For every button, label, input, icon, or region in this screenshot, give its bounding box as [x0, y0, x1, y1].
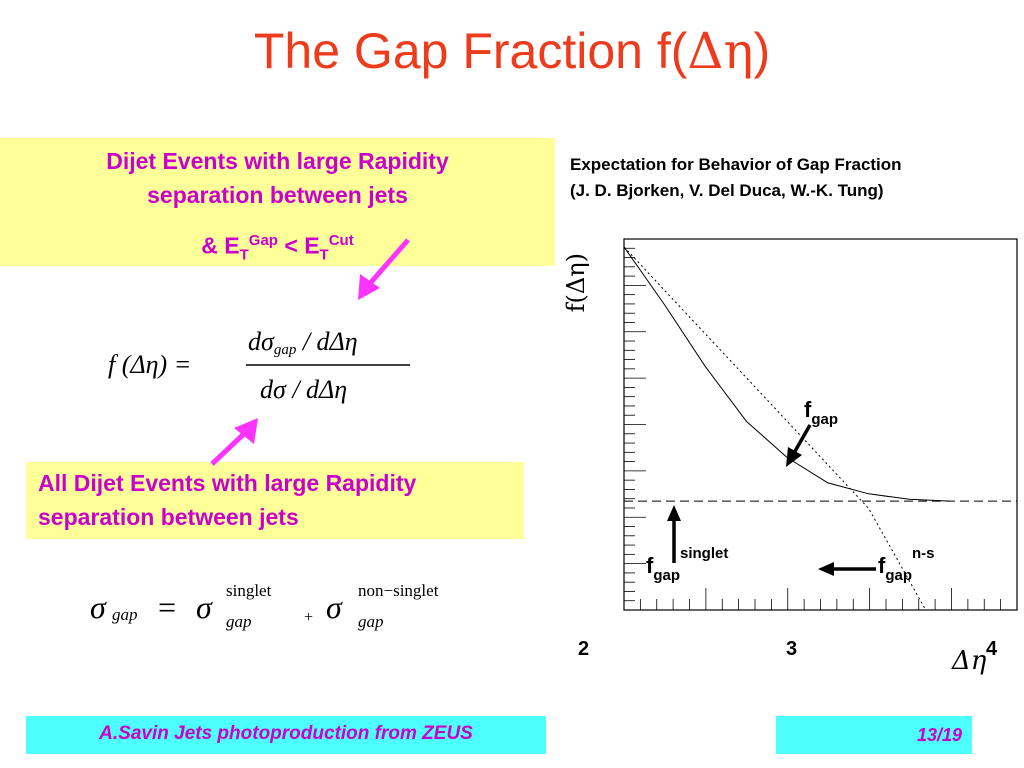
all-events-box: All Dijet Events with large Rapidity sep…	[26, 462, 524, 539]
annotation-fgap-ns: fgapn-s	[878, 545, 935, 584]
title-text: The Gap Fraction f(	[253, 23, 688, 79]
caption-line1: Expectation for Behavior of Gap Fraction	[570, 155, 902, 174]
eq2-plus: +	[304, 609, 313, 626]
eq2-sigma1-sub: gap	[226, 612, 252, 631]
x-axis-label: Δη	[951, 646, 987, 676]
cross-section-equation: σ gap = σ singlet gap + σ non−singlet ga…	[90, 581, 439, 631]
chart-caption: Expectation for Behavior of Gap Fraction…	[570, 152, 902, 204]
eq2-sigma1-sup: singlet	[226, 581, 272, 600]
title-symbol: Δη	[687, 22, 754, 80]
arrow-fgap-head-icon	[786, 447, 802, 467]
arrow-up-right-icon	[210, 418, 258, 466]
gap-events-box: Dijet Events with large Rapidity separat…	[0, 138, 555, 266]
arrow-singlet-head-icon	[667, 505, 681, 521]
eq2-sigma2-sub: gap	[358, 612, 384, 631]
eq2-sigma2: σ	[326, 589, 343, 625]
y-axis-label: f(Δη)	[562, 253, 590, 312]
eq2-sigma1: σ	[196, 589, 213, 625]
arrow-fgap-icon	[792, 424, 812, 454]
title-close: )	[753, 23, 771, 79]
x-tick-label: 3	[786, 638, 797, 660]
box2-line2: separation between jets	[38, 504, 299, 530]
x-tick-label: 4	[986, 638, 998, 660]
caption-line2: (J. D. Bjorken, V. Del Duca, W.-K. Tung)	[570, 181, 884, 200]
footer-right: 13/19	[776, 716, 972, 754]
eq2-sigma: σ	[90, 589, 107, 625]
box1-line2: separation between jets	[147, 182, 408, 208]
box1-line3: & ETGap < ETCut	[201, 232, 354, 264]
eq1-denominator: dσ / dΔη	[260, 375, 347, 404]
series-line-2	[623, 246, 927, 611]
footer-left: A.Savin Jets photoproduction from ZEUS	[26, 716, 546, 754]
gap-fraction-equation: f (Δη) = dσgap / dΔη dσ / dΔη	[108, 327, 410, 404]
arrow-ns-head-icon	[818, 562, 834, 576]
x-tick-label: 2	[578, 638, 589, 660]
box2-line1: All Dijet Events with large Rapidity	[38, 470, 417, 496]
arrow-down-left-icon	[358, 238, 410, 300]
annotation-fgap-singlet: fgapsinglet	[646, 545, 728, 584]
eq1-numerator: dσgap / dΔη	[248, 327, 358, 358]
page-number: 13/19	[916, 725, 962, 745]
axis-ticks	[623, 238, 1018, 611]
eq2-sigma-sub: gap	[112, 605, 138, 624]
footer-left-text: A.Savin Jets photoproduction from ZEUS	[99, 723, 473, 744]
x-tick-labels: 2 3 4	[578, 638, 998, 660]
box1-line1: Dijet Events with large Rapidity	[106, 148, 449, 174]
annotation-fgap: fgap	[804, 397, 838, 428]
eq2-equals: =	[158, 589, 176, 625]
eq2-sigma2-sup: non−singlet	[358, 581, 439, 600]
gap-fraction-chart: f(Δη) 2 3 4 Δη fgap fgapsinglet fgapn-s	[562, 238, 1018, 676]
eq1-lhs: f (Δη) =	[108, 350, 191, 379]
slide-title: The Gap Fraction f(Δη)	[0, 22, 1024, 80]
